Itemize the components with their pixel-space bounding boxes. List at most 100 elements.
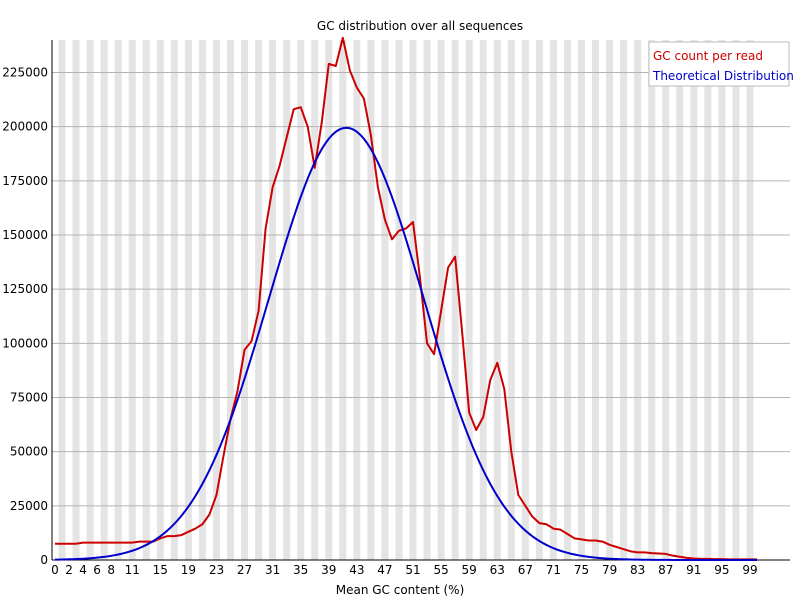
x-tick-label: 15: [153, 563, 168, 577]
series-line-gc-count: [55, 36, 757, 561]
x-tick-label: 79: [602, 563, 617, 577]
x-tick-label: 75: [574, 563, 589, 577]
plot-band: [339, 40, 347, 560]
plot-band: [128, 40, 136, 560]
plot-band: [72, 40, 80, 560]
x-tick-label: 91: [686, 563, 701, 577]
plot-band: [395, 40, 403, 560]
x-tick-label: 43: [349, 563, 364, 577]
plot-band: [620, 40, 628, 560]
plot-band: [156, 40, 164, 560]
x-tick-label: 35: [293, 563, 308, 577]
plot-band: [634, 40, 642, 560]
x-tick-labels: 0 2 4 6 8 11 15 19 23 27 31 35 39 43 47 51 55 59 63 67 71 75 7…: [51, 563, 757, 577]
plot-band: [226, 40, 235, 560]
plot-band: [184, 40, 192, 560]
y-tick-label: 225000: [2, 66, 48, 80]
y-tick-labels: 0 25000 50000 75000 100000 125000 150000 175000…: [2, 66, 48, 568]
chart-title: GC distribution over all sequences: [317, 19, 523, 33]
x-tick-label: 23: [209, 563, 224, 577]
plot-band: [241, 40, 249, 560]
plot-band: [58, 40, 66, 560]
plot-band: [493, 40, 501, 560]
y-tick-label: 0: [40, 553, 48, 567]
plot-band: [676, 40, 684, 560]
series-line-theoretical: [54, 126, 757, 561]
x-tick-label: 8: [107, 563, 115, 577]
plot-band: [198, 40, 206, 560]
plot-band: [409, 40, 417, 560]
x-tick-label: 2: [65, 563, 73, 577]
plot-band: [367, 40, 375, 560]
plot-band: [577, 40, 586, 560]
plot-band: [648, 40, 656, 560]
y-tick-label: 175000: [2, 174, 48, 188]
plot-band: [212, 40, 220, 560]
plot-band: [423, 40, 431, 560]
plot-band: [465, 40, 473, 560]
plot-band: [732, 40, 740, 560]
y-tick-label: 25000: [10, 499, 48, 513]
x-tick-label: 71: [546, 563, 561, 577]
x-tick-label: 83: [630, 563, 645, 577]
plot-bands: [58, 40, 754, 560]
plot-band: [86, 40, 94, 560]
x-tick-label: 63: [490, 563, 505, 577]
plot-band: [662, 40, 670, 560]
x-tick-label: 11: [125, 563, 140, 577]
plot-band: [507, 40, 515, 560]
x-tick-label: 99: [742, 563, 757, 577]
plot-band: [535, 40, 543, 560]
plot-band: [521, 40, 529, 560]
x-tick-label: 95: [714, 563, 729, 577]
x-tick-label: 31: [265, 563, 280, 577]
plot-band: [353, 40, 361, 560]
plot-band: [479, 40, 487, 560]
x-tick-label: 4: [79, 563, 87, 577]
x-tick-label: 39: [321, 563, 336, 577]
plot-band: [592, 40, 600, 560]
y-tick-label: 50000: [10, 445, 48, 459]
plot-band: [170, 40, 178, 560]
plot-band: [381, 40, 389, 560]
plot-band: [718, 40, 726, 560]
y-tick-label: 125000: [2, 282, 48, 296]
legend: GC count per read Theoretical Distributi…: [648, 41, 794, 87]
plot-band: [311, 40, 319, 560]
x-tick-label: 59: [462, 563, 477, 577]
plot-band: [451, 40, 459, 560]
series-lines: [54, 36, 757, 561]
x-tick-label: 6: [93, 563, 101, 577]
plot-band: [549, 40, 557, 560]
x-axis-label: Mean GC content (%): [336, 583, 465, 597]
plot-band: [269, 40, 277, 560]
legend-entry-gc-count: GC count per read: [653, 49, 763, 63]
legend-box: [648, 41, 790, 87]
x-tick-label: 19: [181, 563, 196, 577]
x-tick-label: 55: [433, 563, 448, 577]
plot-band: [606, 40, 614, 560]
legend-entry-theoretical: Theoretical Distribution: [652, 69, 794, 83]
y-tick-label: 150000: [2, 228, 48, 242]
plot-band: [437, 40, 445, 560]
plot-band: [746, 40, 754, 560]
y-tick-label: 200000: [2, 120, 48, 134]
plot-band: [114, 40, 122, 560]
plot-band: [142, 40, 150, 560]
plot-band: [563, 40, 571, 560]
plot-band: [704, 40, 712, 560]
plot-band: [325, 40, 333, 560]
y-tick-label: 100000: [2, 336, 48, 350]
plot-band: [297, 40, 305, 560]
x-tick-label: 0: [51, 563, 59, 577]
plot-band: [100, 40, 108, 560]
x-tick-label: 87: [658, 563, 673, 577]
y-tick-label: 75000: [10, 391, 48, 405]
x-tick-label: 51: [405, 563, 420, 577]
x-tick-label: 67: [518, 563, 533, 577]
x-tick-label: 27: [237, 563, 252, 577]
horizontal-gridlines: [52, 72, 790, 507]
x-tick-label: 47: [377, 563, 392, 577]
plot-band: [283, 40, 291, 560]
